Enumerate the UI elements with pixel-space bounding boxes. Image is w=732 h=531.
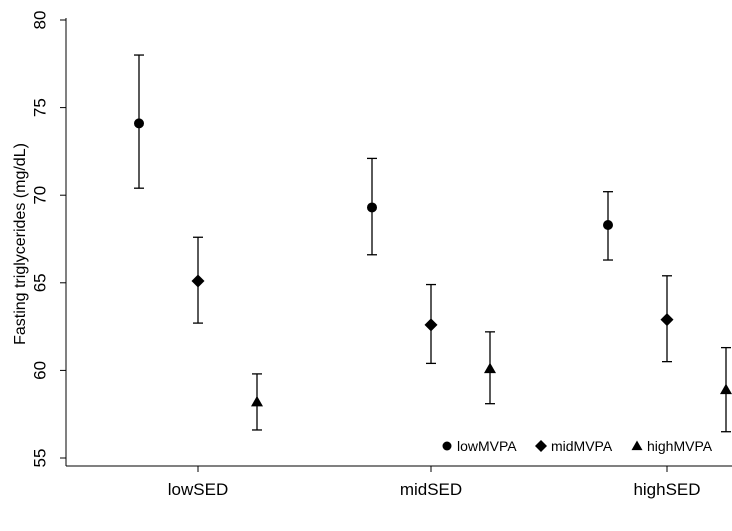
x-tick-label: highSED	[633, 480, 700, 499]
y-tick-label: 80	[31, 11, 50, 30]
y-tick-label: 75	[31, 98, 50, 117]
y-tick-label: 55	[31, 449, 50, 468]
y-tick-label: 65	[31, 273, 50, 292]
error-bars	[134, 54, 731, 433]
y-tick-label: 60	[31, 361, 50, 380]
point-lowMVPA-highSED	[603, 219, 613, 230]
y-axis-label: Fasting triglycerides (mg/dL)	[12, 143, 29, 345]
y-ticks: 55 60 65 70 75 80	[31, 11, 66, 468]
data-markers	[134, 118, 732, 407]
point-midMVPA-lowSED	[191, 274, 205, 288]
legend-marker-midMVPA	[535, 440, 547, 452]
axes	[65, 18, 732, 467]
point-highMVPA-midSED	[484, 362, 496, 374]
legend: lowMVPA midMVPA highMVPA	[442, 438, 713, 454]
legend-marker-highMVPA	[631, 440, 643, 451]
legend-label-highMVPA: highMVPA	[647, 438, 713, 454]
legend-label-lowMVPA: lowMVPA	[457, 438, 517, 454]
point-midMVPA-midSED	[424, 318, 438, 332]
x-tick-label: lowSED	[168, 480, 228, 499]
point-lowMVPA-lowSED	[134, 118, 144, 129]
x-ticks: lowSED midSED highSED	[168, 466, 701, 499]
y-tick-label: 70	[31, 186, 50, 205]
x-tick-label: midSED	[400, 480, 462, 499]
point-lowMVPA-midSED	[367, 202, 377, 213]
point-midMVPA-highSED	[660, 313, 674, 327]
point-highMVPA-highSED	[720, 383, 732, 395]
legend-marker-lowMVPA	[442, 441, 452, 451]
point-highMVPA-lowSED	[251, 395, 263, 407]
legend-label-midMVPA: midMVPA	[551, 438, 613, 454]
